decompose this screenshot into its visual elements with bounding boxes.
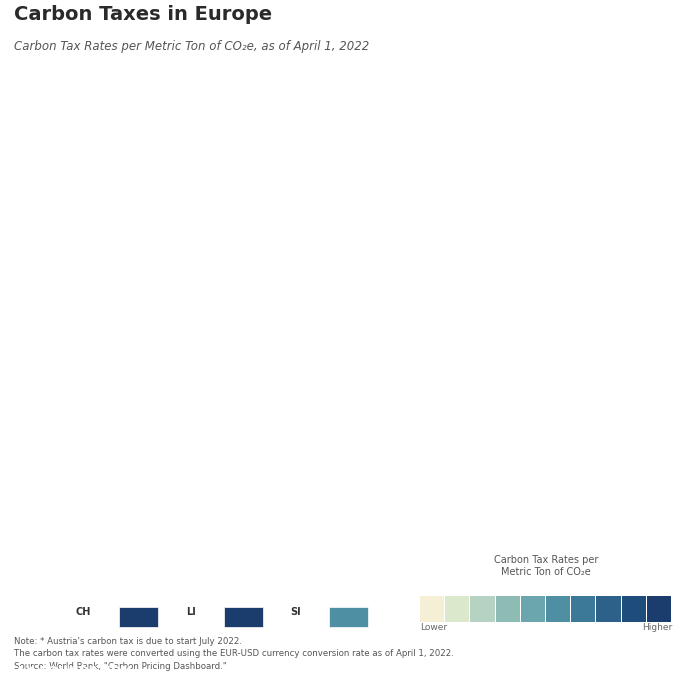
- Text: Higher: Higher: [642, 623, 672, 632]
- Text: Carbon Taxes in Europe: Carbon Taxes in Europe: [14, 5, 272, 24]
- Text: TAX FOUNDATION: TAX FOUNDATION: [8, 665, 132, 677]
- FancyBboxPatch shape: [420, 596, 444, 622]
- FancyBboxPatch shape: [647, 596, 671, 622]
- Text: Carbon Tax Rates per
Metric Ton of CO₂e: Carbon Tax Rates per Metric Ton of CO₂e: [494, 555, 598, 577]
- Text: Source: World Bank, "Carbon Pricing Dashboard.": Source: World Bank, "Carbon Pricing Dash…: [14, 662, 227, 671]
- FancyBboxPatch shape: [445, 596, 470, 622]
- Text: The carbon tax rates were converted using the EUR-USD currency conversion rate a: The carbon tax rates were converted usin…: [14, 649, 454, 658]
- FancyBboxPatch shape: [224, 607, 262, 627]
- Text: SI: SI: [290, 607, 301, 617]
- Text: CH: CH: [76, 607, 91, 617]
- FancyBboxPatch shape: [329, 607, 368, 627]
- FancyBboxPatch shape: [470, 596, 495, 622]
- Text: Carbon Tax Rates per Metric Ton of CO₂e, as of April 1, 2022: Carbon Tax Rates per Metric Ton of CO₂e,…: [14, 40, 370, 53]
- FancyBboxPatch shape: [546, 596, 570, 622]
- FancyBboxPatch shape: [571, 596, 596, 622]
- FancyBboxPatch shape: [622, 596, 646, 622]
- Text: Lower: Lower: [420, 623, 447, 632]
- Text: Note: * Austria's carbon tax is due to start July 2022.: Note: * Austria's carbon tax is due to s…: [14, 637, 242, 646]
- FancyBboxPatch shape: [521, 596, 545, 622]
- FancyBboxPatch shape: [496, 596, 520, 622]
- FancyBboxPatch shape: [119, 607, 158, 627]
- Text: LI: LI: [186, 607, 196, 617]
- FancyBboxPatch shape: [596, 596, 621, 622]
- Text: @TaxFoundation: @TaxFoundation: [589, 665, 692, 677]
